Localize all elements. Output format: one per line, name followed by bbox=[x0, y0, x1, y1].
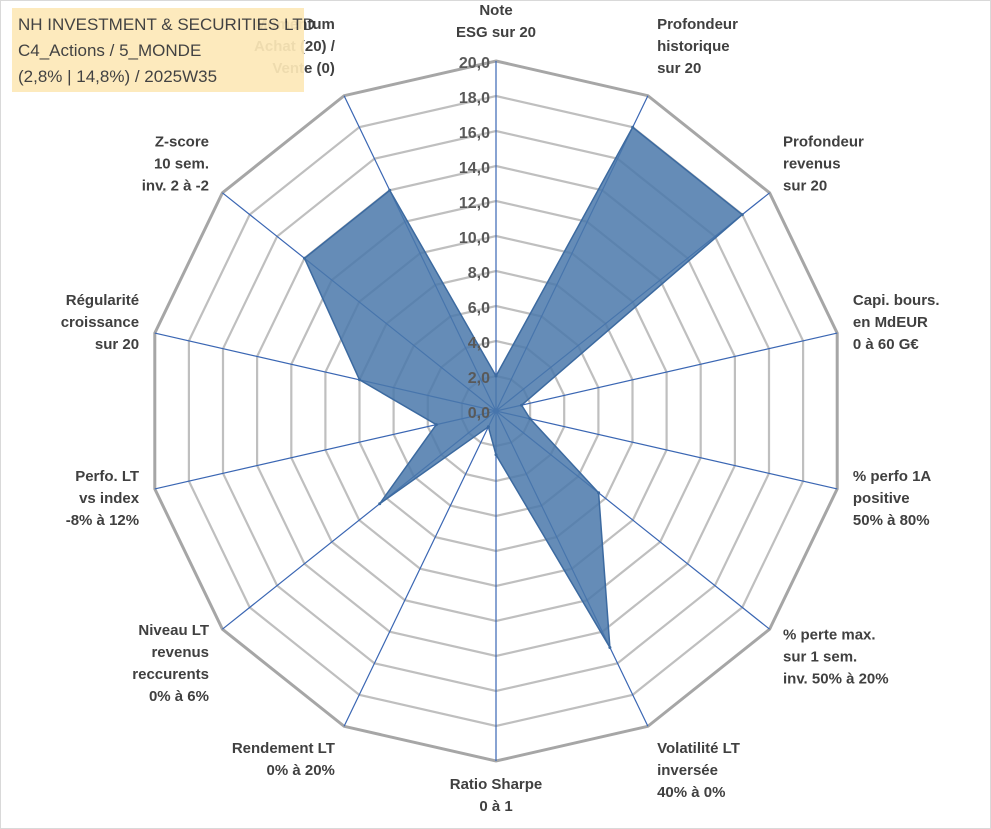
axis-label-line: % perte max. bbox=[783, 626, 876, 643]
data-point-3 bbox=[740, 213, 744, 217]
axis-label-line: positive bbox=[853, 490, 910, 507]
axis-label-line: Z-score bbox=[155, 134, 209, 151]
axis-label-line: sur 20 bbox=[783, 178, 827, 195]
tick-label: 10,0 bbox=[459, 230, 490, 247]
tick-label: 8,0 bbox=[468, 265, 490, 282]
data-point-10 bbox=[378, 502, 382, 506]
info-box: NH INVESTMENT & SECURITIES LTD C4_Action… bbox=[12, 8, 315, 92]
data-point-1 bbox=[494, 374, 498, 378]
spoke-9 bbox=[343, 410, 497, 727]
tick-label: 14,0 bbox=[459, 160, 490, 177]
axis-label-line: Perfo. LT bbox=[75, 468, 139, 485]
data-point-12 bbox=[358, 378, 361, 382]
axis-label-7: Volatilité LT inversée 40% à 0% bbox=[657, 740, 740, 801]
data-point-5 bbox=[528, 417, 532, 421]
axis-label-3: Profondeur revenus sur 20 bbox=[783, 134, 864, 195]
radar-series bbox=[303, 125, 744, 649]
axis-label-line: inversée bbox=[657, 762, 718, 779]
axis-label-line: reccurents bbox=[132, 666, 209, 683]
axis-label-line: revenus bbox=[151, 644, 209, 661]
spoke-5 bbox=[495, 410, 838, 490]
data-point-7 bbox=[608, 646, 612, 649]
tick-label: 0,0 bbox=[468, 405, 490, 422]
axis-label-line: Volatilité LT bbox=[657, 740, 740, 757]
axis-label-4: Capi. bours. en MdEUR 0 à 60 G€ bbox=[853, 292, 940, 353]
axis-label-line: Capi. bours. bbox=[853, 292, 940, 309]
axis-label-line: -8% à 12% bbox=[66, 512, 139, 529]
data-point-9 bbox=[486, 425, 490, 429]
axis-label-line: % perfo 1A bbox=[853, 468, 932, 485]
data-point-2 bbox=[631, 125, 635, 129]
axis-label-line: sur 20 bbox=[95, 336, 139, 353]
axis-label-line: inv. 2 à -2 bbox=[142, 178, 209, 195]
data-point-11 bbox=[434, 423, 438, 427]
tick-label: 2,0 bbox=[468, 370, 490, 387]
axis-label-2: Profondeur historique sur 20 bbox=[657, 16, 738, 77]
axis-label-line: 0% à 20% bbox=[267, 762, 335, 779]
series-area-1 bbox=[303, 126, 744, 648]
axis-label-line: inv. 50% à 20% bbox=[783, 670, 889, 687]
axis-label-line: sur 20 bbox=[657, 60, 701, 77]
axis-label-line: Régularité bbox=[66, 292, 139, 309]
axis-label-line: historique bbox=[657, 38, 730, 55]
info-category: C4_Actions / 5_MONDE bbox=[18, 41, 202, 60]
axis-label-line: 0% à 6% bbox=[149, 688, 209, 705]
axis-label-10: Niveau LT revenus reccurents 0% à 6% bbox=[132, 622, 209, 705]
data-point-6 bbox=[597, 491, 601, 495]
axis-label-line: 50% à 80% bbox=[853, 512, 930, 529]
tick-label: 20,0 bbox=[459, 55, 490, 72]
axis-label-line: Profondeur bbox=[657, 16, 738, 33]
tick-label: 12,0 bbox=[459, 195, 490, 212]
info-stats: (2,8% | 14,8%) / 2025W35 bbox=[18, 67, 218, 86]
spoke-4 bbox=[495, 332, 838, 412]
axis-label-line: croissance bbox=[61, 314, 139, 331]
axis-label-8: Ratio Sharpe 0 à 1 bbox=[450, 776, 543, 815]
tick-label: 6,0 bbox=[468, 300, 490, 317]
axis-label-line: en MdEUR bbox=[853, 314, 928, 331]
radar-axis-labels: Note ESG sur 20 Profondeur historique sur 20… bbox=[61, 2, 940, 815]
tick-label: 16,0 bbox=[459, 125, 490, 142]
axis-label-line: ESG sur 20 bbox=[456, 24, 536, 41]
axis-label-line: Niveau LT bbox=[138, 622, 209, 639]
axis-label-12: Régularité croissance sur 20 bbox=[61, 292, 139, 353]
data-point-8 bbox=[494, 453, 498, 457]
axis-label-line: Rendement LT bbox=[232, 740, 335, 757]
axis-label-line: Note bbox=[479, 2, 512, 19]
data-point-13 bbox=[303, 256, 306, 260]
axis-label-line: vs index bbox=[79, 490, 140, 507]
info-company: NH INVESTMENT & SECURITIES LTD bbox=[18, 15, 315, 34]
axis-label-1: Note ESG sur 20 bbox=[456, 2, 536, 41]
axis-label-line: 10 sem. bbox=[154, 156, 209, 173]
axis-label-6: % perte max. sur 1 sem. inv. 50% à 20% bbox=[783, 626, 889, 687]
data-point-14 bbox=[388, 188, 392, 192]
axis-label-line: Ratio Sharpe bbox=[450, 776, 543, 793]
axis-label-13: Z-score 10 sem. inv. 2 à -2 bbox=[142, 134, 209, 195]
axis-label-line: Profondeur bbox=[783, 134, 864, 151]
axis-label-line: 0 à 60 G€ bbox=[853, 336, 920, 353]
axis-label-line: 40% à 0% bbox=[657, 784, 725, 801]
data-point-4 bbox=[520, 403, 524, 407]
axis-label-line: sur 1 sem. bbox=[783, 648, 857, 665]
axis-label-9: Rendement LT 0% à 20% bbox=[232, 740, 335, 779]
axis-label-line: 0 à 1 bbox=[479, 798, 512, 815]
axis-label-11: Perfo. LT vs index -8% à 12% bbox=[66, 468, 140, 529]
axis-label-line: revenus bbox=[783, 156, 841, 173]
radar-tick-labels: 0,0 2,0 4,0 6,0 8,0 10,0 12,0 14,0 16,0 18,0 20,0 bbox=[459, 55, 490, 422]
tick-label: 18,0 bbox=[459, 90, 490, 107]
tick-label: 4,0 bbox=[468, 335, 490, 352]
axis-label-5: % perfo 1A positive 50% à 80% bbox=[853, 468, 932, 529]
